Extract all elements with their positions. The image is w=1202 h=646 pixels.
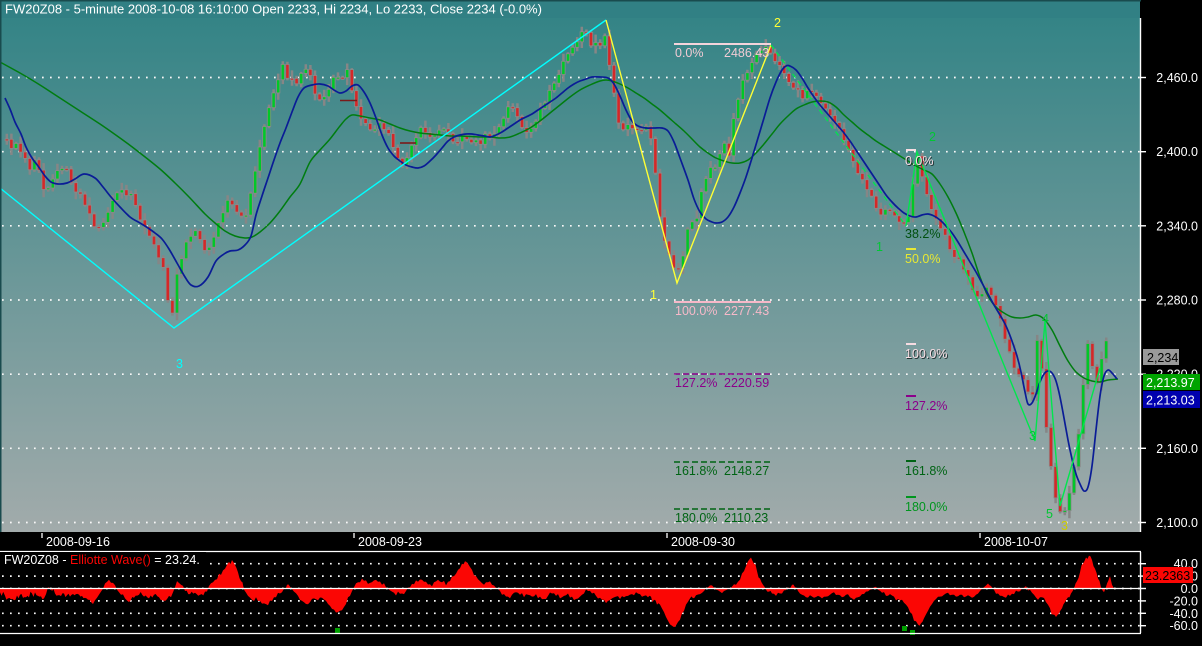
- svg-text:3: 3: [176, 357, 183, 371]
- svg-text:50.0%: 50.0%: [905, 252, 940, 266]
- svg-text:FW20Z08 - 5-minute 2008-10-08: FW20Z08 - 5-minute 2008-10-08 16:10:00 O…: [5, 2, 542, 17]
- svg-text:23.2363: 23.2363: [1145, 569, 1190, 583]
- svg-text:2277.43: 2277.43: [724, 304, 769, 318]
- svg-text:2,100.0: 2,100.0: [1156, 516, 1198, 530]
- svg-text:-40.0: -40.0: [1170, 607, 1199, 621]
- svg-text:2486.43: 2486.43: [724, 46, 769, 60]
- svg-text:2,340.0: 2,340.0: [1156, 219, 1198, 233]
- svg-text:2,234: 2,234: [1147, 351, 1178, 365]
- svg-text:1: 1: [876, 240, 883, 254]
- svg-text:0.0%: 0.0%: [675, 46, 704, 60]
- svg-text:2008-10-07: 2008-10-07: [984, 535, 1048, 549]
- svg-text:2148.27: 2148.27: [724, 464, 769, 478]
- svg-text:2: 2: [929, 130, 936, 144]
- svg-text:2008-09-16: 2008-09-16: [46, 535, 110, 549]
- svg-text:2,280.0: 2,280.0: [1156, 294, 1198, 308]
- svg-text:3: 3: [1029, 429, 1036, 443]
- svg-text:2,213.03: 2,213.03: [1146, 394, 1195, 408]
- svg-text:100.0%: 100.0%: [675, 304, 717, 318]
- svg-text:2: 2: [774, 16, 781, 30]
- svg-text:3: 3: [1061, 519, 1068, 533]
- svg-text:2008-09-23: 2008-09-23: [358, 535, 422, 549]
- svg-text:-20.0: -20.0: [1170, 594, 1199, 608]
- svg-text:2008-09-30: 2008-09-30: [671, 535, 735, 549]
- svg-text:161.8%: 161.8%: [675, 464, 717, 478]
- svg-text:2,213.97: 2,213.97: [1146, 376, 1195, 390]
- svg-text:2,460.0: 2,460.0: [1156, 71, 1198, 85]
- svg-text:2,160.0: 2,160.0: [1156, 442, 1198, 456]
- svg-text:161.8%: 161.8%: [905, 464, 947, 478]
- svg-text:2220.59: 2220.59: [724, 376, 769, 390]
- svg-text:5: 5: [1046, 507, 1053, 521]
- svg-text:2,400.0: 2,400.0: [1156, 145, 1198, 159]
- svg-text:180.0%: 180.0%: [675, 511, 717, 525]
- svg-text:38.2%: 38.2%: [905, 227, 940, 241]
- svg-text:100.0%: 100.0%: [905, 347, 947, 361]
- svg-text:-60.0: -60.0: [1170, 619, 1199, 633]
- svg-text:FW20Z08 - Elliotte Wave() = 23: FW20Z08 - Elliotte Wave() = 23.24.: [4, 553, 200, 567]
- svg-text:2110.23: 2110.23: [724, 511, 768, 525]
- svg-text:0.0%: 0.0%: [906, 155, 935, 169]
- svg-text:127.2%: 127.2%: [905, 399, 947, 413]
- svg-text:127.2%: 127.2%: [675, 376, 717, 390]
- svg-text:4: 4: [1042, 312, 1049, 326]
- svg-text:180.0%: 180.0%: [905, 500, 947, 514]
- svg-text:0.0%: 0.0%: [905, 154, 934, 168]
- svg-text:100.0%: 100.0%: [906, 348, 948, 362]
- svg-text:1: 1: [650, 288, 657, 302]
- svg-text:0.0: 0.0: [1181, 582, 1198, 596]
